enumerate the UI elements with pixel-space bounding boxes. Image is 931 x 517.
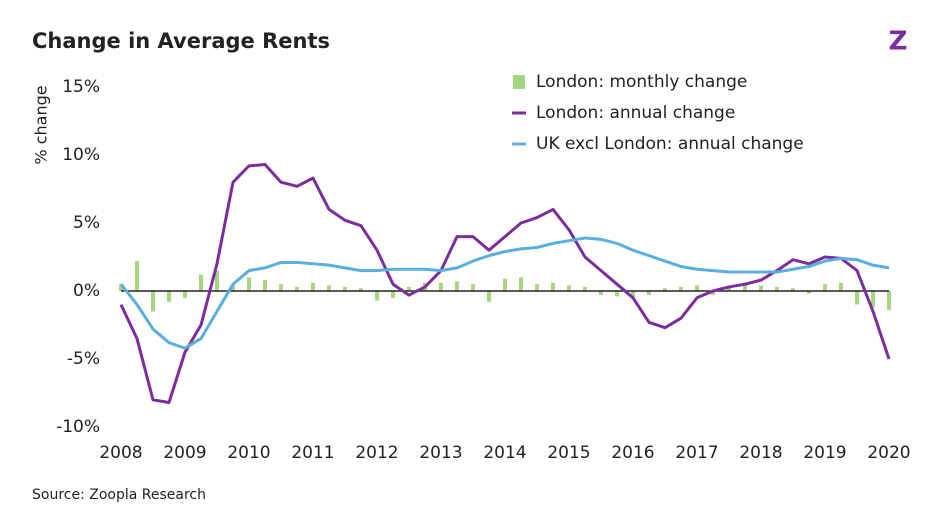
x-tick-label: 2011 xyxy=(291,443,334,463)
bar xyxy=(519,277,523,291)
bar xyxy=(695,285,699,291)
source: Source: Zoopla Research xyxy=(32,487,206,503)
bar xyxy=(551,282,555,291)
bar xyxy=(231,284,235,291)
bar xyxy=(871,291,875,308)
bar xyxy=(647,291,651,296)
bar xyxy=(343,286,347,291)
bar xyxy=(359,288,363,291)
logo: Z xyxy=(889,27,908,57)
y-tick-label: 15% xyxy=(62,77,100,97)
x-tick-label: 2014 xyxy=(483,443,526,463)
bar xyxy=(407,286,411,291)
chart-title: Change in Average Rents xyxy=(32,29,330,53)
x-tick-label: 2018 xyxy=(739,443,782,463)
bar xyxy=(151,291,155,312)
bar xyxy=(743,284,747,291)
x-tick-label: 2012 xyxy=(355,443,398,463)
line xyxy=(119,163,891,405)
bar xyxy=(311,282,315,291)
y-tick-label: -10% xyxy=(56,417,100,437)
bar xyxy=(135,261,139,291)
bar xyxy=(327,285,331,291)
x-tick-label: 2010 xyxy=(227,443,270,463)
x-tick-label: 2017 xyxy=(675,443,718,463)
bar xyxy=(807,291,811,294)
bar xyxy=(375,291,379,301)
x-tick-label: 2019 xyxy=(803,443,846,463)
x-tick-label: 2020 xyxy=(867,443,910,463)
bar xyxy=(455,281,459,291)
bar xyxy=(503,278,507,291)
bar xyxy=(183,291,187,298)
bar xyxy=(535,284,539,291)
line xyxy=(119,236,890,350)
bar xyxy=(279,284,283,291)
bar xyxy=(727,286,731,291)
bar xyxy=(855,291,859,305)
y-axis-label: % change xyxy=(32,85,51,164)
x-tick-label: 2009 xyxy=(163,443,206,463)
bar xyxy=(119,284,123,291)
bar xyxy=(567,285,571,291)
bar xyxy=(215,270,219,291)
bar xyxy=(759,285,763,291)
bar xyxy=(295,286,299,291)
bar xyxy=(439,282,443,291)
legend-swatch xyxy=(513,75,525,89)
bar xyxy=(199,274,203,291)
bar xyxy=(823,284,827,291)
bar xyxy=(839,282,843,291)
bar xyxy=(663,288,667,291)
bar xyxy=(631,291,635,298)
legend-label: UK excl London: annual change xyxy=(536,134,804,154)
x-tick-label: 2015 xyxy=(547,443,590,463)
bar xyxy=(391,291,395,298)
y-tick-label: 5% xyxy=(73,213,100,233)
legend-label: London: monthly change xyxy=(536,72,747,92)
bar xyxy=(775,286,779,291)
bar xyxy=(247,277,251,291)
bar xyxy=(263,280,267,291)
y-tick-label: -5% xyxy=(67,349,100,369)
y-tick-label: 0% xyxy=(73,281,100,301)
bar xyxy=(167,291,171,302)
y-tick-label: 10% xyxy=(62,145,100,165)
x-tick-label: 2016 xyxy=(611,443,654,463)
bar xyxy=(711,291,715,296)
bar xyxy=(791,288,795,291)
bar xyxy=(887,291,891,311)
bar xyxy=(615,291,619,297)
bar xyxy=(679,286,683,291)
bar xyxy=(487,291,491,302)
bar xyxy=(583,286,587,291)
legend-label: London: annual change xyxy=(536,103,735,123)
x-tick-label: 2013 xyxy=(419,443,462,463)
bar xyxy=(599,291,603,296)
bar xyxy=(471,284,475,291)
x-tick-label: 2008 xyxy=(99,443,142,463)
